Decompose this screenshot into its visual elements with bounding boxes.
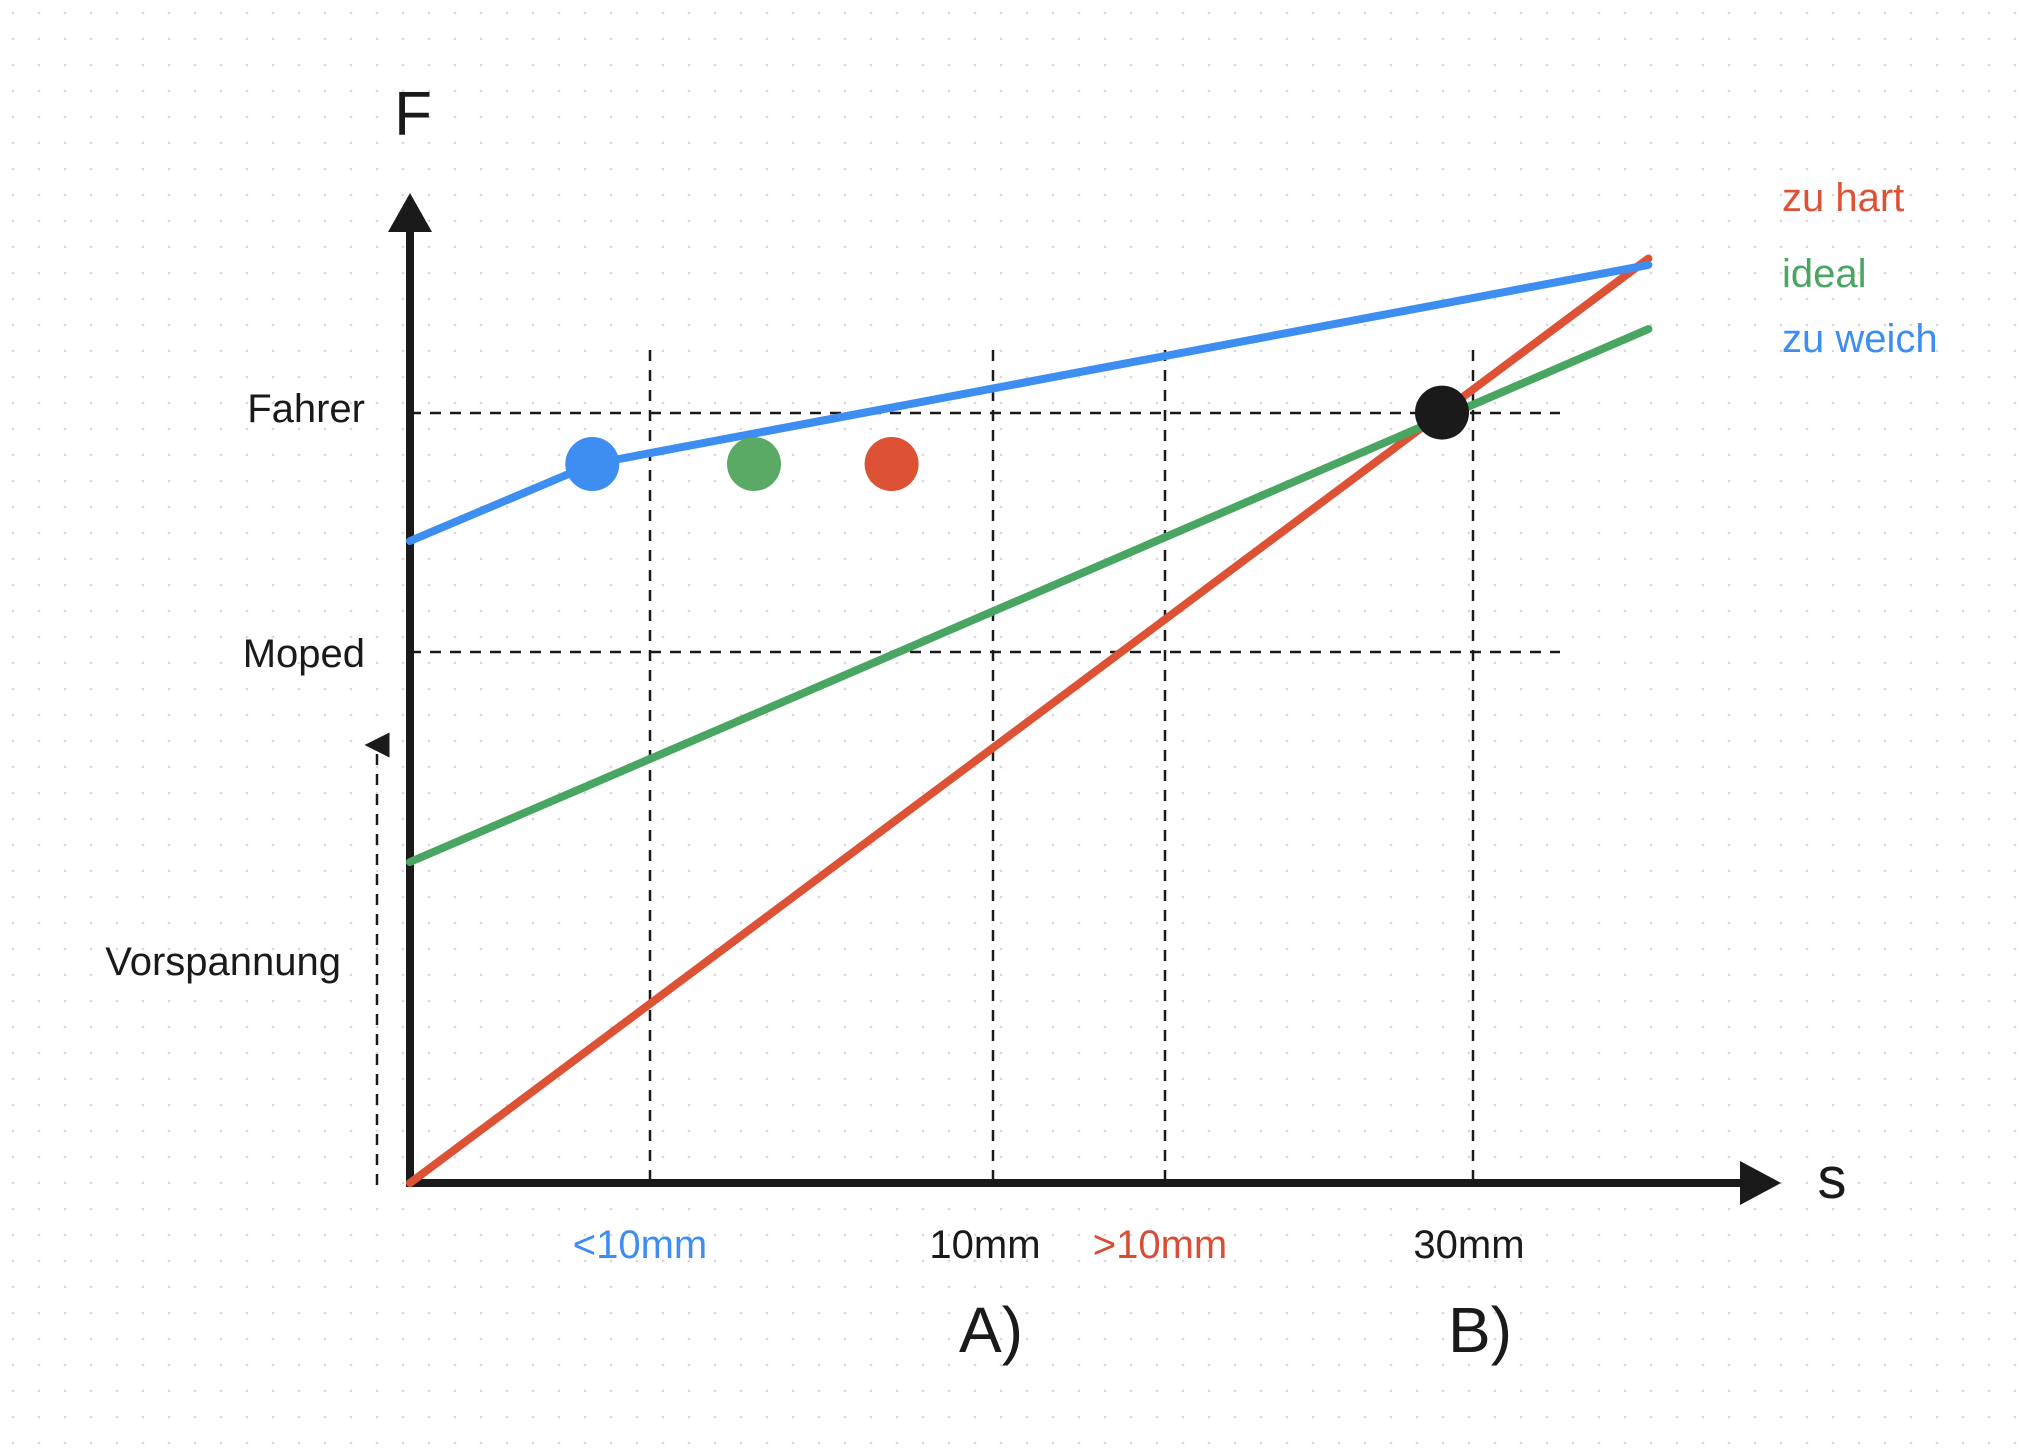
case-label-a: A) (959, 1294, 1023, 1366)
marker-0 (565, 437, 620, 491)
legend-zu-hart: zu hart (1782, 176, 1904, 220)
case-label-b: B) (1448, 1294, 1512, 1366)
marker-3 (1415, 385, 1469, 440)
y-label-moped: Moped (243, 632, 365, 676)
y-axis-label: F (394, 80, 432, 149)
guide-lines (364, 350, 1560, 1185)
x-tick-lt10: <10mm (573, 1223, 708, 1267)
legend-ideal: ideal (1782, 252, 1867, 296)
preload-label: Vorspannung (105, 940, 341, 984)
x-axis-arrowhead (1740, 1161, 1781, 1205)
axes (388, 193, 1781, 1205)
legend-zu-weich: zu weich (1782, 317, 1938, 361)
y-axis-arrowhead (388, 193, 432, 232)
marker-1 (727, 437, 781, 491)
x-tick-a10: 10mm (929, 1223, 1040, 1267)
marker-2 (864, 437, 919, 491)
y-label-fahrer: Fahrer (247, 387, 365, 431)
x-tick-b30: 30mm (1413, 1223, 1524, 1267)
x-tick-gt10: >10mm (1093, 1223, 1228, 1267)
series-line-ideal (406, 325, 1653, 866)
x-axis-label: s (1818, 1146, 1847, 1211)
markers (565, 385, 1469, 491)
